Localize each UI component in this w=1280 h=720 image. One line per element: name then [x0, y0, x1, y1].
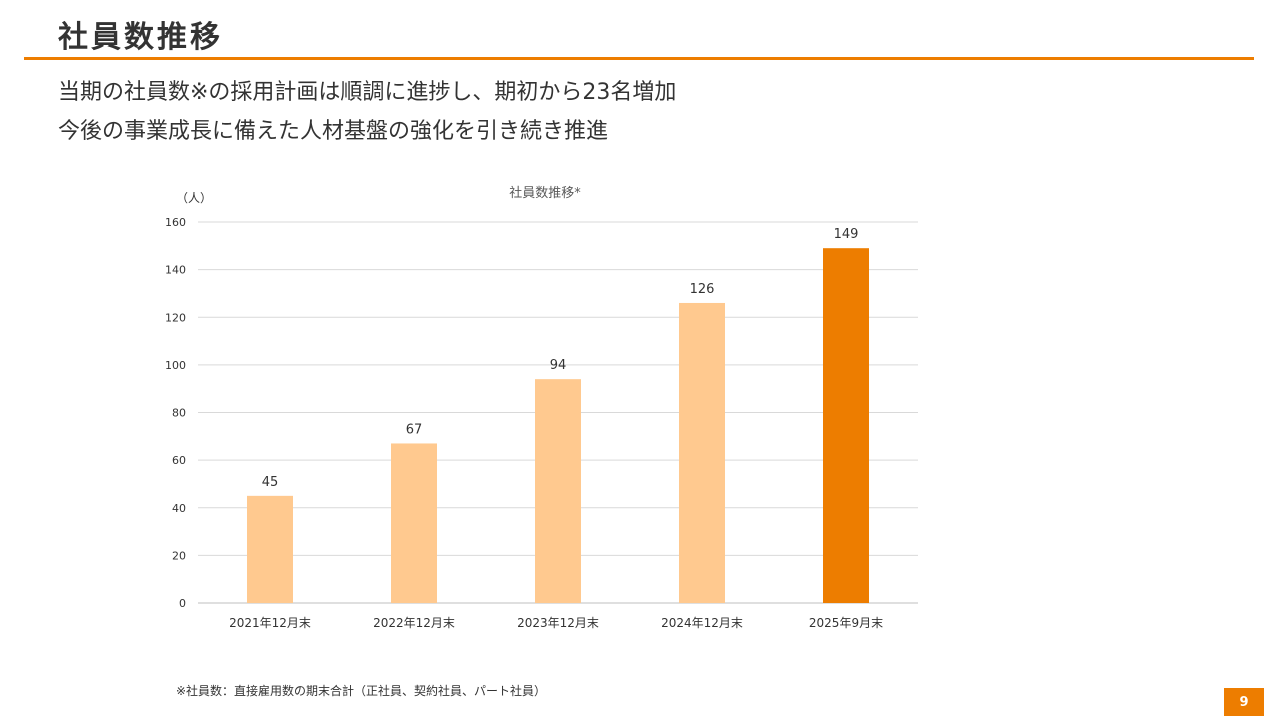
x-tick-label: 2022年12月末 — [373, 616, 455, 630]
bar-value-label: 94 — [550, 358, 567, 373]
y-tick-label: 80 — [172, 407, 186, 420]
title-divider — [24, 57, 1254, 60]
y-tick-label: 120 — [165, 311, 186, 324]
bar — [535, 379, 581, 603]
y-tick-label: 40 — [172, 502, 186, 515]
footnote: ※社員数：直接雇用数の期末合計（正社員、契約社員、パート社員） — [176, 684, 547, 698]
x-tick-label: 2023年12月末 — [517, 616, 599, 630]
x-tick-label: 2024年12月末 — [661, 616, 743, 630]
x-tick-label: 2021年12月末 — [229, 616, 311, 630]
bar — [247, 495, 293, 603]
page-title: 社員数推移 — [58, 20, 223, 55]
bar-value-label: 67 — [406, 422, 423, 437]
y-tick-label: 60 — [172, 454, 186, 467]
bar — [391, 443, 437, 603]
bar — [679, 302, 725, 603]
bar-value-label: 149 — [834, 227, 859, 242]
chart-title: 社員数推移* — [509, 185, 581, 201]
page-number-badge: 9 — [1224, 688, 1264, 716]
y-tick-label: 20 — [172, 549, 186, 562]
y-tick-label: 0 — [179, 597, 186, 610]
page-number: 9 — [1239, 694, 1249, 710]
y-axis-unit-label: （人） — [176, 191, 212, 205]
y-tick-label: 100 — [165, 359, 186, 372]
subtitle-line-2: 今後の事業成長に備えた人材基盤の強化を引き続き推進 — [58, 119, 609, 144]
bar-value-label: 45 — [262, 475, 279, 490]
y-tick-label: 140 — [165, 264, 186, 277]
bar-value-label: 126 — [690, 282, 715, 297]
bar — [823, 248, 869, 603]
y-tick-label: 160 — [165, 216, 186, 229]
x-tick-label: 2025年9月末 — [809, 616, 883, 630]
subtitle-line-1: 当期の社員数※の採用計画は順調に進捗し、期初から23名増加 — [58, 80, 677, 105]
